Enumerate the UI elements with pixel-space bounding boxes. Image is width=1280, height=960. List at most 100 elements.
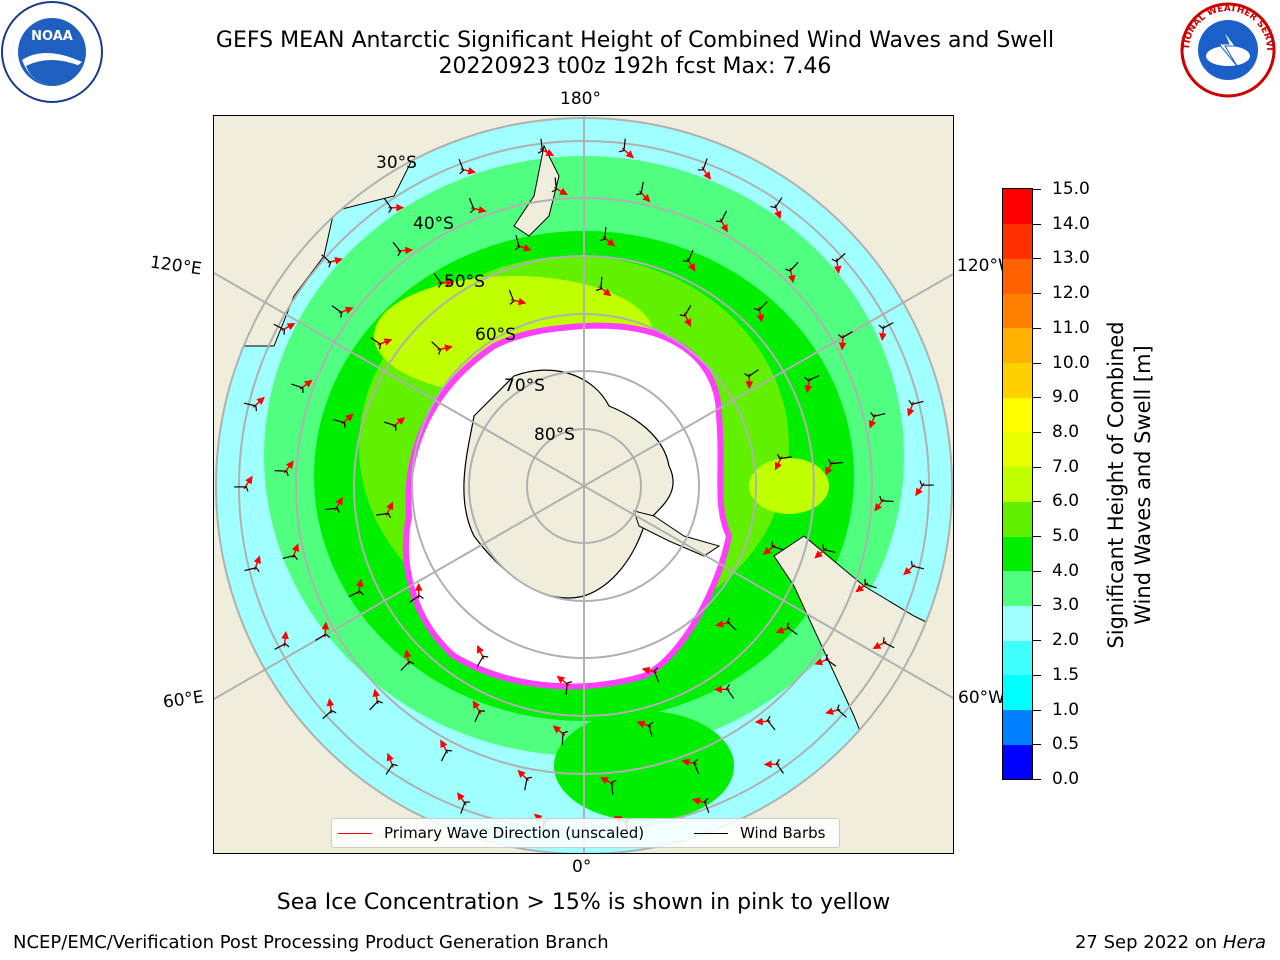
colorbar-tick-label: 2.0 xyxy=(1052,630,1080,651)
wind-barb xyxy=(561,730,569,745)
longitude-grid xyxy=(214,116,953,853)
wind-barb xyxy=(551,177,558,193)
wind-barb xyxy=(698,158,708,171)
colorbar-tick xyxy=(1033,362,1041,364)
wave-arrow-head xyxy=(703,171,712,180)
chart-subtitle: 20220923 t00z 192h fcst Max: 7.46 xyxy=(438,54,832,79)
map-legend: Primary Wave Direction (unscaled) Wind B… xyxy=(331,818,840,848)
wind-barb xyxy=(870,412,886,418)
wave-arrow-head xyxy=(625,150,635,159)
wave-arrow-head xyxy=(304,379,313,388)
colorbar-tick-label: 0.5 xyxy=(1052,734,1080,755)
wave-arrow-head xyxy=(788,274,796,284)
colorbar-tick-label: 11.0 xyxy=(1052,317,1090,338)
wave-arrow-head xyxy=(467,167,477,175)
colorbar-tick xyxy=(1033,223,1041,225)
wave-arrow-head xyxy=(825,707,834,715)
wind-barb xyxy=(244,566,260,573)
wind-barb xyxy=(744,369,759,378)
wave-arrow-head xyxy=(386,752,394,762)
colorbar-segment xyxy=(1003,605,1032,641)
wind-barb xyxy=(610,779,617,795)
legend-wave-swatch xyxy=(338,832,372,834)
lon-label-120e: 120°E xyxy=(148,252,203,280)
wind-barb xyxy=(460,801,470,814)
wind-barb xyxy=(653,667,660,683)
lon-label-120w: 120°W xyxy=(957,256,1002,276)
legend-wave-direction: Primary Wave Direction (unscaled) xyxy=(338,823,644,843)
wave-arrow-head xyxy=(713,685,722,694)
colorbar-segment xyxy=(1003,570,1032,606)
colorbar-tick xyxy=(1033,466,1041,468)
wave-arrow-head xyxy=(774,461,782,471)
wind-barb xyxy=(234,486,249,492)
wind-barb xyxy=(514,235,520,251)
colorbar-tick xyxy=(1033,189,1041,190)
colorbar-tick xyxy=(1033,674,1041,676)
wind-barb xyxy=(910,561,924,570)
colorbar-tick-label: 4.0 xyxy=(1052,560,1080,581)
colorbar-tick xyxy=(1033,536,1041,538)
wave-arrow-head xyxy=(838,342,847,351)
wind-barb xyxy=(703,797,710,813)
wave-arrow-head xyxy=(814,550,823,559)
footer-date-text: 27 Sep 2022 on xyxy=(1074,932,1218,953)
lat-label-30s: 30°S xyxy=(376,153,417,173)
wave-arrow-head xyxy=(396,417,406,425)
wave-arrow-head xyxy=(814,658,824,666)
map-panel: 30°S 40°S 50°S 60°S 70°S 80°S Primary Wa… xyxy=(213,115,954,854)
wave-arrow-head xyxy=(691,797,701,805)
colorbar-tick xyxy=(1033,327,1041,329)
wave-arrow-head xyxy=(907,407,915,417)
colorbar-tick-label: 1.5 xyxy=(1052,664,1080,685)
wind-barb xyxy=(693,758,700,775)
colorbar-segment xyxy=(1003,223,1032,259)
colorbar-segment xyxy=(1003,744,1032,780)
colorbar-tick xyxy=(1033,501,1041,503)
colorbar-segment xyxy=(1003,431,1032,468)
wave-arrow-head xyxy=(517,769,526,778)
wind-barb xyxy=(775,759,784,774)
wave-arrow-head xyxy=(286,323,296,331)
wind-barb xyxy=(274,470,289,477)
colorbar-tick xyxy=(1033,744,1041,746)
lon-label-60w: 60°W xyxy=(958,688,1002,708)
wave-arrow-head xyxy=(477,644,484,654)
wind-barb xyxy=(828,458,843,465)
wind-barb xyxy=(291,383,304,393)
wind-barb xyxy=(785,261,799,272)
wave-arrow-head xyxy=(383,338,393,346)
wave-arrow-head xyxy=(414,582,423,591)
wave-arrow-head xyxy=(552,725,562,734)
wind-barb xyxy=(325,507,340,514)
wave-arrow-head xyxy=(715,620,724,628)
wind-barb xyxy=(385,763,398,775)
wind-barb xyxy=(679,305,692,317)
colorbar-tick-label: 10.0 xyxy=(1052,352,1090,373)
colorbar-tick-label: 8.0 xyxy=(1052,421,1080,442)
wind-barb xyxy=(831,252,846,263)
wind-barb xyxy=(879,495,894,502)
lat-label-70s: 70°S xyxy=(504,376,545,396)
colorbar-tick xyxy=(1033,258,1041,260)
legend-wave-label: Primary Wave Direction (unscaled) xyxy=(384,824,645,842)
sea-ice-note: Sea Ice Concentration > 15% is shown in … xyxy=(276,890,891,915)
wind-barb xyxy=(400,661,415,671)
wave-arrow-head xyxy=(763,760,772,769)
wave-arrow-head xyxy=(868,420,877,429)
colorbar-tick xyxy=(1033,397,1041,399)
colorbar-tick-label: 7.0 xyxy=(1052,456,1080,477)
wave-arrow-head xyxy=(372,688,380,698)
colorbar-tick xyxy=(1033,779,1041,780)
wave-arrow-head xyxy=(545,149,555,156)
wind-barb xyxy=(878,322,894,330)
wind-barb xyxy=(776,454,792,460)
new-zealand-land xyxy=(513,144,560,237)
colorbar-tick-label: 5.0 xyxy=(1052,526,1080,547)
wind-barb xyxy=(822,544,836,554)
wave-arrow-head xyxy=(641,666,651,675)
colorbar-title: Significant Height of Combined Wind Wave… xyxy=(1103,321,1157,648)
wind-barb xyxy=(635,181,644,196)
wind-barb xyxy=(383,421,397,431)
wave-arrow-head xyxy=(874,502,883,512)
